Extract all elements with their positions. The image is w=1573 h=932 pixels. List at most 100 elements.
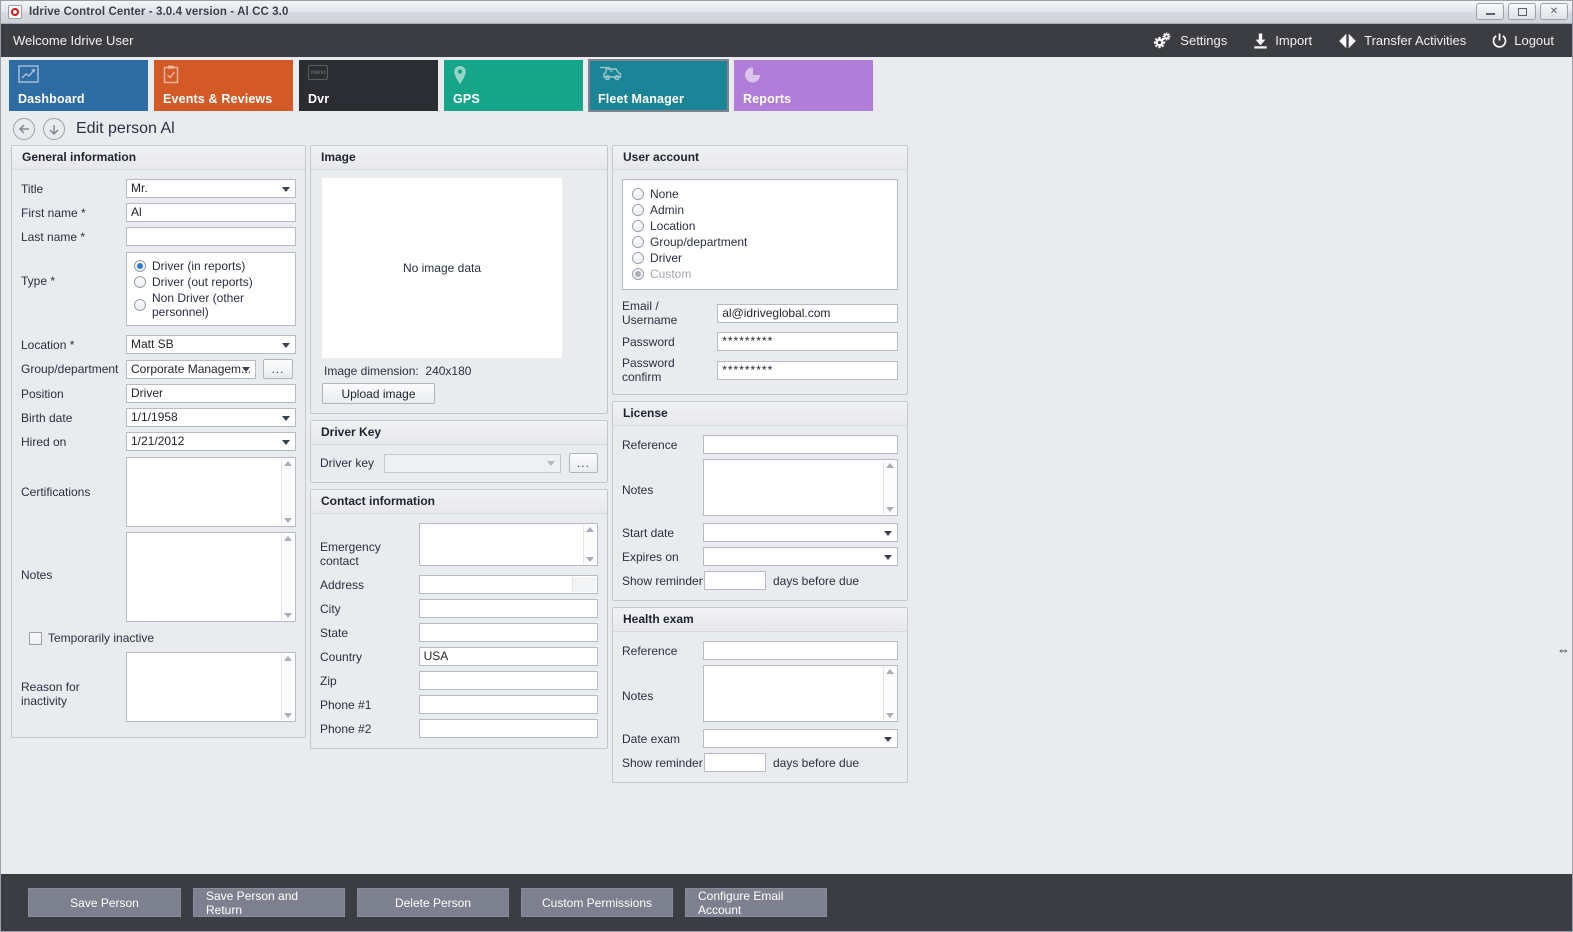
title-label: Title [21, 181, 44, 196]
scrollbar[interactable] [281, 534, 294, 620]
module-tab-strip: Dashboard Events & Reviews menu Dvr GPS [1, 57, 1572, 113]
group-department-combobox[interactable]: Corporate Managem... [126, 359, 256, 379]
title-combobox[interactable]: Mr. [126, 179, 296, 198]
tab-reports[interactable]: Reports [734, 60, 873, 111]
chevron-down-icon [884, 554, 892, 560]
state-input[interactable] [418, 623, 598, 642]
scrollbar[interactable] [883, 667, 896, 720]
minimize-button[interactable] [1476, 3, 1504, 20]
reason-for-inactivity-textarea[interactable] [126, 652, 296, 722]
phone-1-input[interactable] [418, 695, 598, 714]
settings-menu-item[interactable]: Settings [1153, 32, 1227, 49]
download-icon [1253, 33, 1268, 49]
state-label: State [320, 625, 349, 640]
delete-person-button[interactable]: Delete Person [357, 888, 509, 917]
save-person-and-return-button[interactable]: Save Person and Return [193, 888, 345, 917]
chevron-down-icon [242, 367, 250, 372]
close-button[interactable]: ✕ [1540, 3, 1568, 20]
license-reference-input[interactable] [702, 435, 898, 454]
type-option-non-driver[interactable]: Non Driver (other personnel) [134, 291, 288, 319]
location-combobox[interactable]: Matt SB [126, 335, 296, 354]
save-person-button[interactable]: Save Person [28, 888, 181, 917]
password-confirm-input[interactable]: ********* [717, 360, 898, 380]
phone-2-input[interactable] [418, 719, 598, 738]
tab-gps-label: GPS [453, 92, 480, 106]
image-dimension-row: Image dimension: 240x180 [324, 364, 598, 378]
password-input[interactable]: ********* [717, 332, 898, 351]
image-dimension-label: Image dimension: [324, 364, 419, 378]
temporarily-inactive-checkbox[interactable]: Temporarily inactive [29, 631, 297, 645]
health-reference-input[interactable] [702, 641, 898, 660]
radio-icon [134, 276, 146, 288]
checkbox-icon [29, 631, 42, 645]
role-option-custom[interactable]: Custom [632, 267, 888, 281]
health-date-exam-picker[interactable] [702, 729, 898, 748]
scrollbar[interactable] [883, 461, 896, 514]
header-menu: Settings Import [1153, 32, 1562, 49]
last-name-input[interactable] [126, 227, 296, 246]
address-lookup-button[interactable] [572, 577, 596, 592]
logout-menu-item[interactable]: Logout [1492, 33, 1554, 48]
health-notes-label: Notes [622, 689, 654, 703]
header-bar: Welcome Idrive User [1, 24, 1572, 57]
license-title: License [613, 402, 907, 426]
role-option-driver[interactable]: Driver [632, 251, 888, 265]
first-name-input[interactable]: Al [126, 203, 296, 222]
role-option-4-label: Driver [650, 251, 682, 265]
notes-textarea[interactable] [126, 532, 296, 622]
health-reminder-suffix: days before due [773, 755, 860, 770]
role-option-none[interactable]: None [632, 187, 888, 201]
clipboard-check-icon [163, 65, 179, 87]
import-menu-item[interactable]: Import [1253, 33, 1312, 49]
position-input[interactable]: Driver [126, 384, 296, 403]
tab-events-reviews[interactable]: Events & Reviews [154, 60, 293, 111]
role-option-group-department[interactable]: Group/department [632, 235, 888, 249]
tab-dvr[interactable]: menu Dvr [299, 60, 438, 111]
tab-dashboard[interactable]: Dashboard [9, 60, 148, 111]
license-reminder-input[interactable] [704, 571, 766, 590]
license-notes-textarea[interactable] [702, 459, 898, 516]
type-option-driver-out-reports[interactable]: Driver (out reports) [134, 275, 288, 289]
license-expires-picker[interactable] [702, 547, 898, 566]
birth-date-picker[interactable]: 1/1/1958 [126, 408, 296, 427]
email-username-input[interactable]: al@idriveglobal.com [717, 303, 898, 323]
role-option-location[interactable]: Location [632, 219, 888, 233]
group-department-value: Corporate Managem... [131, 361, 252, 376]
maximize-button[interactable] [1508, 3, 1536, 20]
transfer-activities-menu-item[interactable]: Transfer Activities [1338, 33, 1466, 49]
chevron-down-icon [546, 461, 555, 466]
arrow-down-circle-icon[interactable] [43, 118, 65, 140]
upload-image-button[interactable]: Upload image [322, 383, 435, 404]
gear-icon [1153, 32, 1173, 49]
custom-permissions-button[interactable]: Custom Permissions [521, 888, 673, 917]
scrollbar[interactable] [281, 654, 294, 720]
radio-icon [632, 268, 644, 280]
driver-key-browse-button[interactable]: ... [568, 453, 599, 473]
driver-key-combobox[interactable] [383, 453, 561, 473]
zip-label: Zip [320, 673, 337, 688]
health-reminder-input[interactable] [704, 753, 766, 772]
city-input[interactable] [418, 599, 598, 618]
zip-input[interactable] [418, 671, 598, 690]
hired-on-picker[interactable]: 1/21/2012 [126, 432, 296, 451]
group-department-browse-button[interactable]: ... [263, 359, 293, 379]
tab-gps[interactable]: GPS [444, 60, 583, 111]
country-input[interactable]: USA [418, 647, 598, 666]
scrollbar[interactable] [281, 459, 294, 525]
chevron-down-icon [282, 342, 290, 348]
image-preview[interactable]: No image data [322, 178, 562, 358]
emergency-contact-textarea[interactable] [418, 523, 598, 566]
role-option-admin[interactable]: Admin [632, 203, 888, 217]
tab-fleet-manager[interactable]: Fleet Manager [588, 59, 729, 112]
configure-email-account-button[interactable]: Configure Email Account [685, 888, 827, 917]
address-input[interactable] [418, 575, 598, 594]
certifications-textarea[interactable] [126, 457, 296, 527]
scrollbar[interactable] [583, 525, 596, 564]
health-notes-textarea[interactable] [702, 665, 898, 722]
type-option-driver-in-reports[interactable]: Driver (in reports) [134, 259, 288, 273]
certifications-label: Certifications [21, 485, 91, 499]
arrow-left-circle-icon[interactable] [13, 118, 35, 140]
license-start-date-label: Start date [622, 525, 675, 540]
license-start-date-picker[interactable] [702, 523, 898, 542]
type-option-0-label: Driver (in reports) [152, 259, 246, 273]
